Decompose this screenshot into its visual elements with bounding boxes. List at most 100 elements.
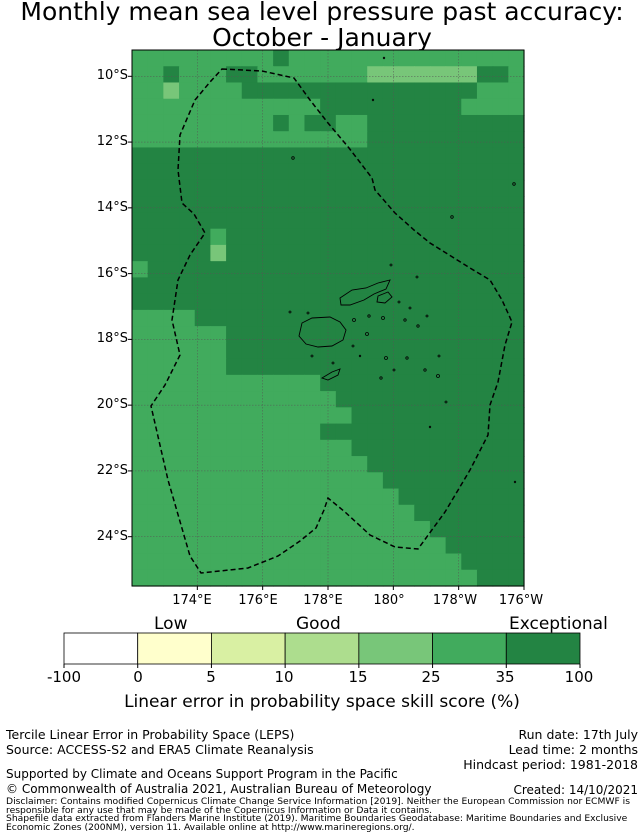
grid-cell: [304, 423, 321, 441]
grid-cell: [273, 212, 290, 230]
grid-cell: [461, 82, 478, 100]
grid-cell: [476, 569, 494, 587]
grid-cell: [210, 569, 227, 587]
grid-cell: [335, 212, 353, 230]
grid-cell: [476, 553, 494, 571]
grid-cell: [241, 147, 259, 165]
grid-cell: [273, 147, 290, 165]
grid-cell: [508, 488, 525, 506]
grid-cell: [320, 439, 337, 457]
grid-cell: [320, 521, 337, 538]
grid-cell: [335, 309, 353, 327]
grid-cell: [273, 488, 290, 506]
grid-cell: [445, 114, 462, 132]
grid-cell: [304, 456, 321, 473]
grid-cell: [288, 66, 306, 84]
grid-cell: [163, 504, 180, 522]
grid-cell: [335, 456, 353, 473]
grid-cell: [241, 553, 259, 571]
grid-cell: [257, 407, 274, 425]
grid-cell: [210, 163, 227, 181]
grid-cell: [351, 131, 368, 149]
grid-cell: [194, 407, 211, 425]
grid-cell: [445, 358, 462, 376]
grid-cell: [304, 114, 321, 132]
grid-cell: [288, 309, 306, 327]
grid-cell: [351, 50, 368, 67]
grid-cell: [398, 407, 415, 425]
grid-cell: [492, 569, 509, 587]
grid-cell: [476, 114, 494, 132]
grid-cell: [288, 456, 306, 473]
grid-cell: [147, 358, 164, 376]
grid-cell: [367, 439, 384, 457]
lead-time: Lead time: 2 months: [508, 742, 638, 757]
grid-cell: [382, 228, 400, 246]
grid-cell: [445, 439, 462, 457]
grid-cell: [241, 391, 259, 408]
grid-cell: [179, 293, 196, 311]
grid-cell: [414, 114, 431, 132]
grid-cell: [320, 179, 337, 197]
grid-cell: [179, 50, 196, 67]
grid-cell: [461, 569, 478, 587]
grid-cell: [351, 309, 368, 327]
grid-cell: [179, 374, 196, 392]
grid-cell: [288, 488, 306, 506]
grid-cell: [398, 391, 415, 408]
grid-cell: [132, 114, 149, 132]
grid-cell: [367, 391, 384, 408]
grid-cell: [194, 569, 211, 587]
grid-cell: [461, 504, 478, 522]
grid-cell: [429, 472, 447, 490]
grid-cell: [476, 212, 494, 230]
grid-cell: [382, 553, 400, 571]
grid-cell: [461, 342, 478, 360]
grid-cell: [163, 456, 180, 473]
grid-cell: [147, 537, 164, 555]
grid-cell: [226, 196, 243, 214]
grid-cell: [351, 293, 368, 311]
grid-cell: [492, 98, 509, 116]
grid-cell: [398, 342, 415, 360]
grid-cell: [492, 472, 509, 490]
grid-cell: [429, 277, 447, 295]
grid-cell: [445, 391, 462, 408]
grid-cell: [445, 261, 462, 278]
grid-cell: [273, 407, 290, 425]
grid-cell: [320, 456, 337, 473]
grid-cell: [257, 228, 274, 246]
method-text: Tercile Linear Error in Probability Spac…: [6, 727, 295, 742]
grid-cell: [179, 163, 196, 181]
grid-cell: [241, 82, 259, 100]
grid-cell: [257, 342, 274, 360]
colorbar-segment: [211, 632, 286, 665]
grid-cell: [461, 163, 478, 181]
grid-cell: [429, 196, 447, 214]
grid-cell: [163, 244, 180, 262]
grid-cell: [398, 212, 415, 230]
grid-cell: [132, 293, 149, 311]
grid-cell: [351, 163, 368, 181]
grid-cell: [367, 504, 384, 522]
grid-cell: [320, 504, 337, 522]
grid-cell: [476, 293, 494, 311]
grid-cell: [179, 66, 196, 84]
grid-cell: [461, 50, 478, 67]
grid-cell: [414, 131, 431, 149]
grid-cell: [351, 244, 368, 262]
grid-cell: [163, 488, 180, 506]
grid-cell: [194, 521, 211, 538]
created-date: Created: 14/10/2021: [513, 783, 638, 797]
viti-levu-island: [298, 316, 347, 348]
grid-cell: [492, 244, 509, 262]
grid-cell: [194, 98, 211, 116]
grid-cell: [445, 82, 462, 100]
grid-cell: [382, 521, 400, 538]
grid-cell: [304, 179, 321, 197]
grid-cell: [226, 82, 243, 100]
grid-cell: [398, 423, 415, 441]
grid-cell: [273, 342, 290, 360]
grid-cell: [445, 456, 462, 473]
eez-boundary: [150, 68, 513, 574]
